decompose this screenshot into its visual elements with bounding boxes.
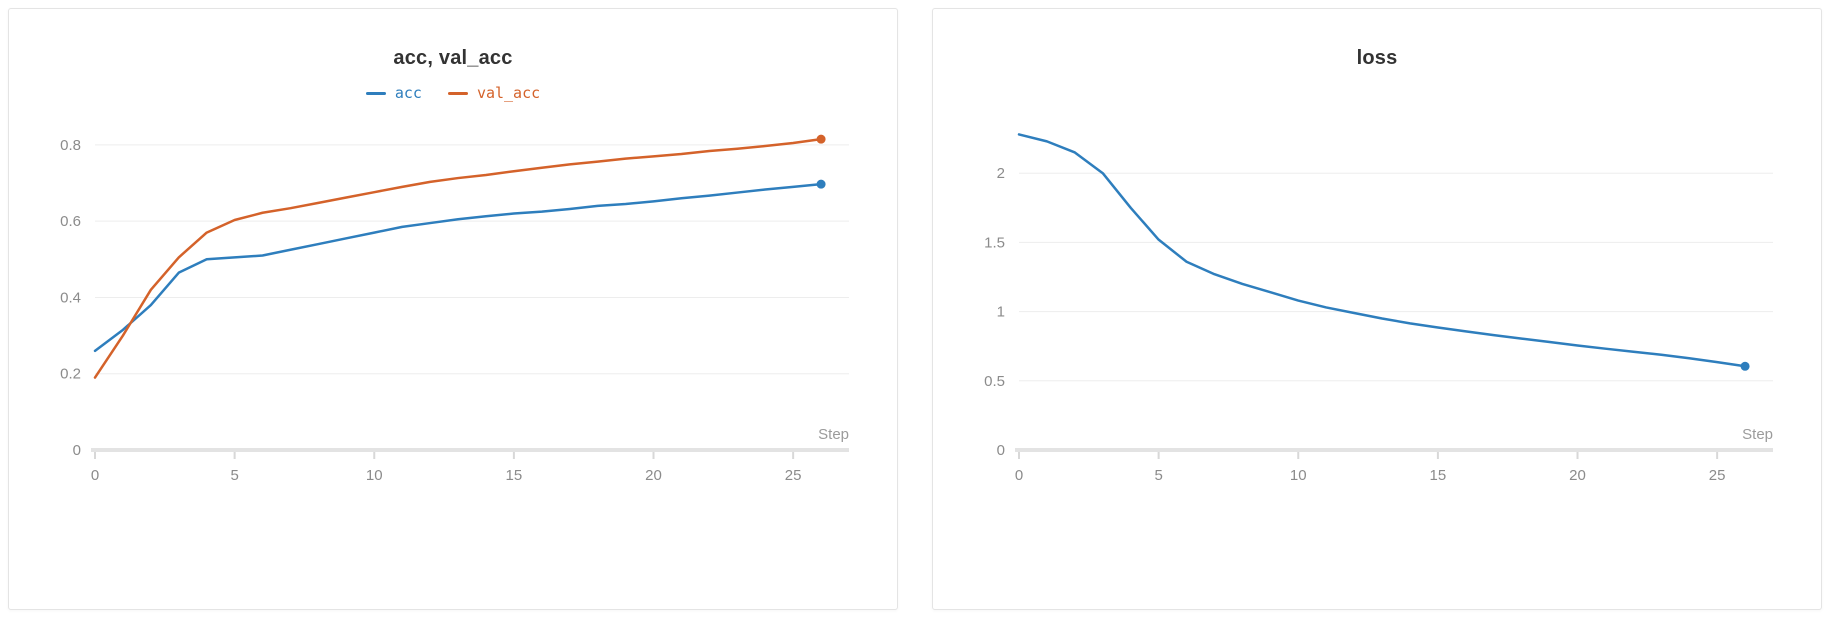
svg-text:15: 15 <box>1430 467 1447 484</box>
accuracy-line-chart[interactable]: 0 0.2 0.4 0.6 0.8 0 5 10 15 20 25 Step <box>29 112 877 512</box>
chart-panel-accuracy: acc, val_acc acc val_acc 0 0.2 0.4 0.6 0.8 0 5… <box>8 8 898 610</box>
svg-text:0: 0 <box>91 467 99 484</box>
svg-text:5: 5 <box>230 467 238 484</box>
svg-text:Step: Step <box>1742 426 1773 443</box>
svg-text:1: 1 <box>997 304 1005 321</box>
svg-text:25: 25 <box>1709 467 1726 484</box>
svg-text:15: 15 <box>506 467 523 484</box>
legend-label-acc: acc <box>394 84 422 102</box>
svg-text:20: 20 <box>645 467 662 484</box>
legend-label-val-acc: val_acc <box>476 84 541 102</box>
legend-swatch-val-acc <box>447 91 468 95</box>
svg-text:0.2: 0.2 <box>60 366 81 383</box>
svg-text:0: 0 <box>1015 467 1023 484</box>
svg-text:0: 0 <box>997 442 1005 459</box>
svg-text:0.5: 0.5 <box>984 373 1005 390</box>
svg-text:25: 25 <box>785 467 802 484</box>
svg-text:10: 10 <box>1290 467 1307 484</box>
loss-chart-legend-spacer <box>953 76 1801 110</box>
svg-text:10: 10 <box>366 467 383 484</box>
accuracy-chart-title: acc, val_acc <box>393 47 513 69</box>
legend-item-acc[interactable]: acc <box>365 84 422 102</box>
legend-swatch-acc <box>365 91 386 95</box>
svg-text:0.4: 0.4 <box>60 289 81 306</box>
loss-chart-title: loss <box>1356 47 1398 69</box>
svg-text:0.6: 0.6 <box>60 213 81 230</box>
svg-text:0.8: 0.8 <box>60 137 81 154</box>
svg-text:Step: Step <box>818 426 849 443</box>
svg-text:20: 20 <box>1569 467 1586 484</box>
chart-panel-loss: loss 0 0.5 1 1.5 2 0 5 10 15 20 25 Step <box>932 8 1822 610</box>
svg-text:0: 0 <box>73 442 81 459</box>
svg-text:1.5: 1.5 <box>984 234 1005 251</box>
legend-item-val-acc[interactable]: val_acc <box>447 84 541 102</box>
accuracy-chart-legend: acc val_acc <box>29 76 877 110</box>
svg-text:5: 5 <box>1154 467 1162 484</box>
svg-text:2: 2 <box>997 165 1005 182</box>
